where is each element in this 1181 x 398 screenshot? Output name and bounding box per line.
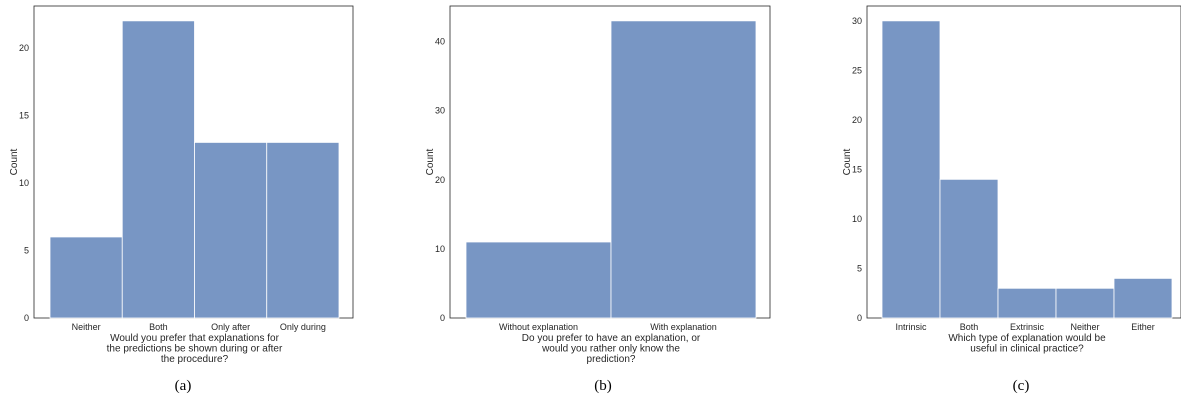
panel-a-bar [266,142,340,319]
panel-b-x-tick-label: With explanation [650,322,717,332]
panel-c-y-tick-label: 20 [852,115,862,125]
panel-b-x-axis-label-line: prediction? [587,354,636,365]
panel-b-bar [610,20,757,319]
panel-b-bar [465,241,612,319]
panel-b-y-axis-label: Count [425,148,436,175]
panel-b-x-axis-label-line: Do you prefer to have an explanation, or [522,333,701,344]
panel-a-x-tick-label: Only after [211,322,250,332]
panel-c-y-tick-label: 10 [852,214,862,224]
panel-a-y-axis-label: Count [9,148,20,175]
panel-a-x-tick-label: Only during [280,322,326,332]
panel-a-x-axis-label-line: Would you prefer that explanations for [110,333,279,344]
panel-c-bar [1113,277,1173,319]
panel-a-x-tick-label: Neither [72,322,101,332]
panel-a-bar [49,236,123,319]
panel-c-y-tick-label: 5 [857,263,862,273]
panel-c-y-tick-label: 15 [852,164,862,174]
panel-a-x-axis-label-line: the predictions be shown during or after [107,344,283,355]
panel-b-y-tick-label: 10 [435,244,445,254]
panel-c-bar [997,287,1057,319]
panel-c-x-tick-label: Either [1131,322,1155,332]
panel-c-y-tick-label: 30 [852,16,862,26]
panel-b-x-tick-label: Without explanation [499,322,578,332]
panel-a-bar [121,20,195,319]
panel-c-bar [881,20,941,319]
panel-a-x-tick-label: Both [149,322,168,332]
panel-c-bar [1055,287,1115,319]
panel-a-x-axis-label-line: the procedure? [161,354,229,365]
panel-a-caption: (a) [175,378,192,394]
panel-c-y-tick-label: 25 [852,65,862,75]
panel-c-y-axis-label: Count [842,148,853,175]
panel-a-y-tick-label: 15 [19,110,29,120]
panel-a-bar [194,142,268,319]
panel-c-caption: (c) [1013,378,1030,394]
panel-b-y-tick-label: 0 [440,313,445,323]
panel-c-x-axis-label-line: Which type of explanation would be [948,333,1106,344]
panel-c-x-tick-label: Intrinsic [895,322,927,332]
panel-c-y-tick-label: 0 [857,313,862,323]
panel-a-y-tick-label: 0 [24,313,29,323]
panel-a-y-tick-label: 10 [19,178,29,188]
panel-b-y-tick-label: 30 [435,106,445,116]
panel-a-y-tick-label: 5 [24,245,29,255]
panel-c-bar [939,178,999,319]
panel-a-y-tick-label: 20 [19,43,29,53]
panel-b-x-axis-label-line: would you rather only know the [541,344,680,355]
panel-b-y-tick-label: 20 [435,175,445,185]
panel-b-y-tick-label: 40 [435,37,445,47]
panel-c-x-axis-label-line: useful in clinical practice? [970,344,1084,355]
panel-c-x-tick-label: Extrinsic [1010,322,1045,332]
panel-c-x-tick-label: Both [960,322,979,332]
panel-c-x-tick-label: Neither [1070,322,1099,332]
panel-b-caption: (b) [594,378,612,394]
